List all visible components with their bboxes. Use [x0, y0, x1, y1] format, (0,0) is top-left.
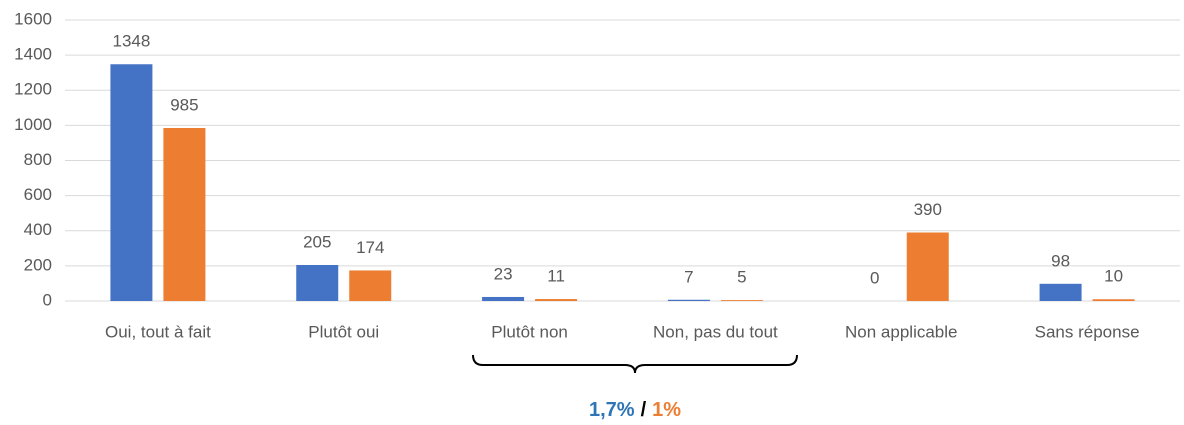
- y-tick-label: 400: [24, 220, 52, 239]
- bar: [482, 296, 525, 301]
- bracket: [472, 354, 798, 374]
- bar: [110, 64, 153, 301]
- y-tick-label: 0: [43, 290, 52, 309]
- bar: [535, 299, 578, 301]
- x-tick-label: Oui, tout à fait: [105, 322, 211, 341]
- bar: [667, 299, 710, 301]
- x-tick-label: Plutôt oui: [308, 322, 379, 341]
- value-label: 11: [547, 267, 565, 286]
- value-label: 174: [356, 238, 384, 257]
- y-tick-label: 1400: [14, 45, 52, 64]
- x-tick-label: Sans réponse: [1035, 322, 1140, 341]
- x-tick-label: Non, pas du tout: [653, 322, 778, 341]
- x-tick-label: Plutôt non: [491, 322, 568, 341]
- bar: [720, 300, 763, 301]
- annotation-part: 1,7%: [589, 399, 635, 421]
- value-label: 1348: [113, 32, 151, 51]
- y-tick-label: 800: [24, 150, 52, 169]
- y-tick-label: 200: [24, 255, 52, 274]
- annotation-part: 1%: [652, 399, 681, 421]
- value-label: 98: [1051, 251, 1070, 270]
- annotation: 1,7% /1%: [589, 399, 681, 421]
- y-tick-label: 600: [24, 185, 52, 204]
- value-label: 7: [684, 267, 693, 286]
- x-tick-label: Non applicable: [845, 322, 957, 341]
- bar: [906, 232, 949, 301]
- value-label: 23: [494, 264, 513, 283]
- bar: [349, 270, 392, 301]
- value-label: 0: [870, 268, 879, 287]
- bar: [296, 264, 339, 301]
- y-tick-label: 1600: [14, 9, 52, 28]
- value-label: 205: [303, 232, 331, 251]
- value-label: 5: [737, 268, 746, 287]
- value-label: 10: [1104, 267, 1123, 286]
- bar: [1039, 283, 1082, 301]
- bar: [163, 128, 206, 301]
- annotation-part: /: [641, 399, 647, 421]
- y-tick-label: 1000: [14, 115, 52, 134]
- bar: [1092, 299, 1135, 301]
- y-tick-label: 1200: [14, 80, 52, 99]
- value-label: 390: [914, 200, 942, 219]
- value-label: 985: [170, 95, 198, 114]
